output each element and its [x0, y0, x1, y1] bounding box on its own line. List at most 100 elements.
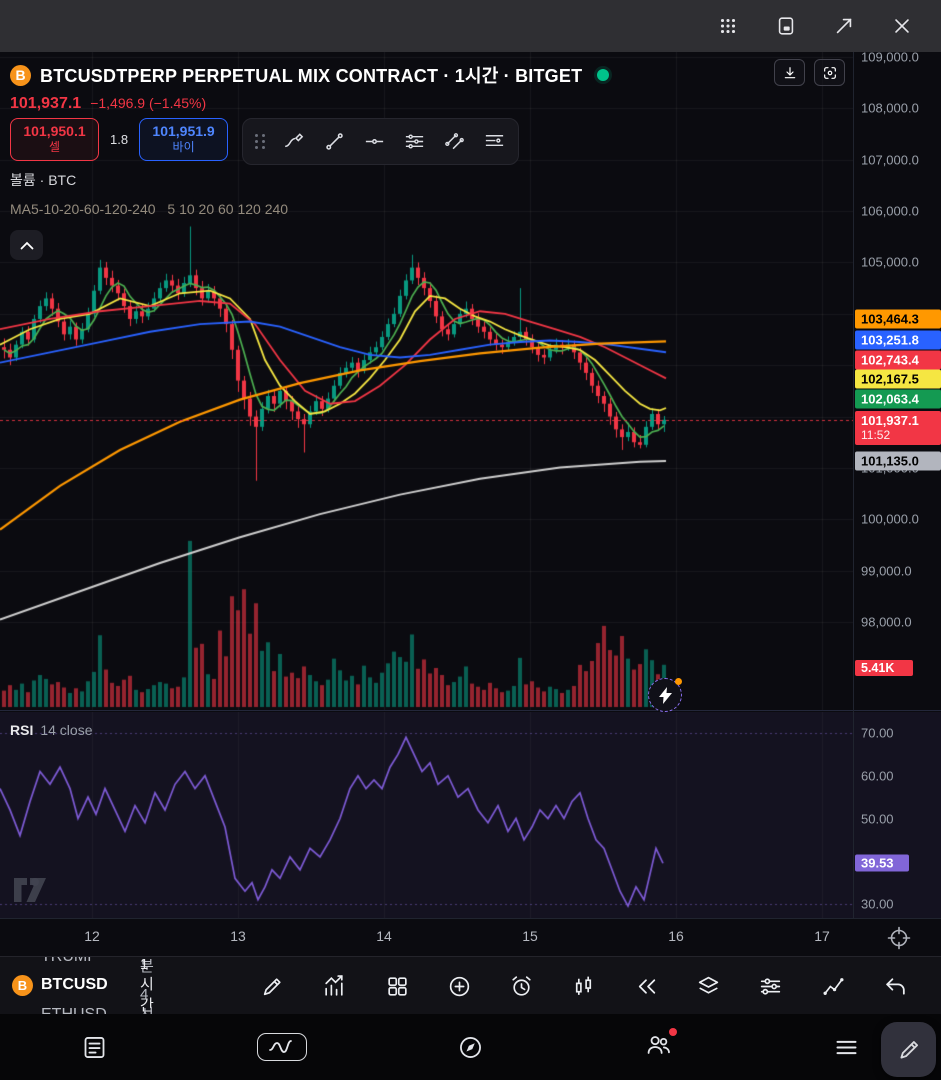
collapse-panel-button[interactable]: [10, 230, 43, 260]
volume-indicator-label[interactable]: 볼륨 · BTC: [10, 172, 77, 188]
price-axis-label: 108,000.0: [861, 100, 919, 116]
bitcoin-logo-icon: B: [12, 974, 33, 996]
pen-tool-icon[interactable]: [283, 130, 306, 153]
watchlist-item-trump[interactable]: TRUMP 30분: [41, 957, 154, 975]
buy-price: 101,951.9: [152, 123, 215, 139]
close-icon[interactable]: [889, 13, 915, 39]
time-axis-label: 16: [668, 928, 684, 944]
price-axis-label: 106,000.0: [861, 203, 919, 219]
buy-label: 바이: [172, 140, 195, 154]
time-axis-label: 13: [230, 928, 246, 944]
sell-label: 셀: [48, 140, 61, 154]
bottom-dock: TRUMP 30분 B BTCUSD 1시간 ETHUSD 4시간: [0, 956, 941, 1014]
symbol-title: BTCUSDTPERP PERPETUAL MIX CONTRACT · 1시간…: [40, 66, 583, 86]
time-axis-label: 12: [84, 928, 100, 944]
price-axis[interactable]: 109,000.0 108,000.0 107,000.0 106,000.0 105,…: [853, 49, 941, 918]
drawing-toolbar: [242, 118, 519, 165]
last-price: 101,937.1: [10, 95, 82, 112]
price-change: −1,496.9 (−1.45%): [90, 95, 207, 111]
nav-explore-button[interactable]: [376, 1034, 564, 1061]
ma-label-text: MA5-10-20-60-120-240: [10, 201, 156, 217]
time-axis-label: 15: [522, 928, 538, 944]
watchlist-item-btcusd[interactable]: B BTCUSD 1시간: [12, 957, 154, 1014]
replay-rewind-icon[interactable]: [634, 974, 659, 999]
price-row: 101,937.1 −1,496.9 (−1.45%): [10, 95, 206, 113]
parallel-channel-icon[interactable]: [443, 130, 466, 153]
undo-arrow-icon[interactable]: [883, 974, 908, 999]
rsi-chart-canvas[interactable]: [0, 712, 853, 918]
download-button[interactable]: [774, 59, 805, 86]
expand-icon[interactable]: [831, 13, 857, 39]
time-axis[interactable]: 12 13 14 15 16 17: [0, 918, 941, 956]
nav-news-button[interactable]: [0, 1034, 188, 1061]
time-axis-label: 17: [814, 928, 830, 944]
horizontal-line-icon[interactable]: [363, 130, 386, 153]
rsi-axis-background: [853, 712, 941, 918]
watchlist-item-ethusd[interactable]: ETHUSD 4시간: [41, 985, 154, 1015]
active-tab-indicator: [257, 1033, 308, 1061]
object-layers-icon[interactable]: [696, 974, 721, 999]
draw-pencil-icon[interactable]: [260, 974, 285, 999]
ma60-badge: 103,251.8: [855, 330, 941, 350]
ma5-badge: 102,063.4: [855, 389, 941, 409]
picture-in-picture-icon[interactable]: [773, 13, 799, 39]
rsi-axis-label: 70.00: [861, 725, 894, 741]
notification-dot: [669, 1028, 678, 1036]
symbol-header[interactable]: B BTCUSDTPERP PERPETUAL MIX CONTRACT · 1…: [10, 62, 610, 88]
sell-price: 101,950.1: [23, 123, 86, 139]
trend-lines-icon[interactable]: [821, 974, 846, 999]
rsi-axis-label: 30.00: [861, 896, 894, 912]
window-titlebar: [0, 0, 941, 52]
quick-trade-notification-dot: [675, 678, 682, 685]
nav-menu-button[interactable]: [753, 1034, 941, 1061]
price-axis-label: 100,000.0: [861, 511, 919, 527]
edit-fab-button[interactable]: [881, 1022, 936, 1077]
buy-button[interactable]: 101,951.9 바이: [139, 118, 229, 161]
ma-indicator-label[interactable]: MA5-10-20-60-120-240 5 10 20 60 120 240: [10, 201, 296, 217]
sell-button[interactable]: 101,950.1 셀: [10, 118, 99, 161]
chart-area: 109,000.0 108,000.0 107,000.0 106,000.0 105,…: [0, 49, 941, 956]
ma-label-values: 5 10 20 60 120 240: [167, 201, 289, 217]
price-axis-label: 98,000.0: [861, 614, 912, 630]
ma20-badge: 102,743.4: [855, 350, 941, 370]
add-circle-icon[interactable]: [447, 974, 472, 999]
bar-style-candles-icon[interactable]: [571, 974, 596, 999]
toolbar-drag-handle-icon[interactable]: [255, 134, 266, 149]
time-axis-label: 14: [376, 928, 392, 944]
tradingview-logo: [12, 874, 50, 911]
watchlist[interactable]: TRUMP 30분 B BTCUSD 1시간 ETHUSD 4시간: [0, 957, 242, 1014]
bitcoin-logo-icon: B: [10, 64, 31, 86]
indicators-chart-icon[interactable]: [322, 974, 347, 999]
rsi-axis-label: 50.00: [861, 811, 894, 826]
pane-separator[interactable]: [0, 710, 941, 711]
settings-sliders-icon[interactable]: [758, 974, 783, 999]
quick-trade-button[interactable]: [648, 678, 682, 712]
nav-chart-button[interactable]: [188, 1033, 376, 1061]
alert-clock-icon[interactable]: [509, 974, 534, 999]
rsi-value-badge: 39.53: [855, 854, 909, 872]
rsi-title-text: RSI: [10, 722, 34, 738]
apps-grid-icon[interactable]: [715, 13, 741, 39]
rsi-params-text: 14 close: [40, 722, 93, 738]
rsi-pane-title[interactable]: RSI 14 close: [10, 722, 93, 738]
nav-community-button[interactable]: [565, 1028, 753, 1063]
snapshot-button[interactable]: [814, 59, 845, 86]
layouts-grid-icon[interactable]: [385, 974, 410, 999]
ma120-badge: 103,464.3: [855, 309, 941, 329]
volume-badge: 5.41K: [855, 660, 913, 676]
spread-value: 1.8: [110, 132, 129, 147]
chart-tools-bar: [260, 957, 908, 1014]
bottom-navbar: [0, 1014, 941, 1080]
price-axis-label: 109,000.0: [861, 49, 919, 65]
trend-line-icon[interactable]: [323, 130, 346, 153]
multi-horizontal-lines-icon[interactable]: [403, 130, 426, 153]
crosshair-mode-button[interactable]: [887, 926, 911, 950]
current-price-badge: 101,937.1 11:52: [855, 411, 941, 445]
ma10-badge: 102,167.5: [855, 369, 941, 389]
ma240-badge: 101,135.0: [855, 451, 941, 471]
rsi-axis-label: 60.00: [861, 768, 894, 784]
price-axis-label: 107,000.0: [861, 152, 919, 168]
fib-lines-icon[interactable]: [483, 130, 506, 153]
price-axis-label: 99,000.0: [861, 563, 912, 579]
